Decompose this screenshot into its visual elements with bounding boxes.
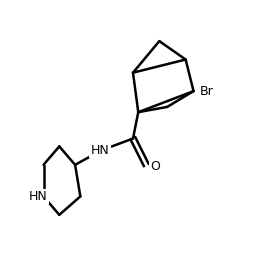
Text: HN: HN	[91, 144, 110, 157]
Text: O: O	[151, 160, 160, 173]
Text: Br: Br	[200, 84, 214, 98]
Text: HN: HN	[29, 190, 48, 203]
